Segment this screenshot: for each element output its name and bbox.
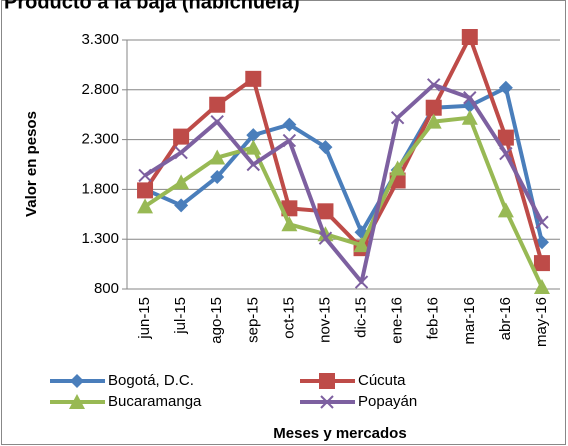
y-tick-label: 800 [94,280,119,297]
marker [245,70,262,87]
marker [138,168,152,183]
marker [461,29,478,46]
marker [70,374,84,388]
marker [317,203,334,220]
marker [320,395,334,409]
x-tick-label: jul-15 [172,297,189,335]
x-tick-label: abr-16 [497,297,514,340]
marker [498,80,513,95]
x-tick-label: sep-15 [244,297,261,343]
marker [174,198,189,213]
x-tick-label: dic-15 [353,297,370,338]
x-tick-label: jun-15 [136,297,153,340]
marker [533,279,550,295]
x-tick-label: mar-16 [461,297,478,345]
chart-title: Producto a la baja (habichuela) [4,0,300,13]
marker [282,133,297,148]
legend-label: Cúcuta [358,372,406,389]
marker [173,128,190,145]
marker [282,117,297,132]
marker [318,231,333,245]
marker [210,114,224,129]
marker [461,109,478,125]
x-tick-label: ene-16 [389,297,406,344]
marker [137,182,154,199]
marker [281,216,298,232]
y-axis-title: Valor en pesos [23,111,40,217]
marker [353,237,370,253]
legend-label: Bucaramanga [108,393,202,410]
x-tick-label: nov-15 [316,297,333,343]
marker [318,140,333,155]
y-tick-label: 3.300 [81,31,119,48]
y-tick-label: 2.300 [81,131,119,148]
marker [389,160,406,176]
marker [535,215,549,229]
x-axis-title: Meses y mercados [273,425,406,442]
marker [499,146,513,161]
x-tick-label: ago-15 [208,297,225,344]
marker [533,255,550,272]
marker [390,110,405,125]
marker [173,174,190,190]
marker [69,394,85,409]
marker [245,139,262,155]
marker [174,145,188,160]
y-tick-label: 1.300 [81,230,119,247]
y-tick-label: 2.800 [81,81,119,98]
marker [319,373,335,389]
marker [210,169,225,184]
marker [427,78,441,92]
x-tick-label: may-16 [533,297,550,347]
marker [137,198,154,214]
marker [209,96,226,113]
marker [463,91,477,105]
legend-label: Bogotá, D.C. [108,372,194,389]
x-tick-label: feb-16 [425,297,442,340]
x-tick-label: oct-15 [280,297,297,339]
marker [497,202,514,218]
marker [497,129,514,146]
marker [209,149,226,165]
marker [425,113,442,129]
marker [425,99,442,116]
y-tick-label: 1.800 [81,180,119,197]
legend-label: Popayán [358,393,417,410]
marker [246,157,260,172]
marker [246,128,261,143]
marker [354,275,369,289]
